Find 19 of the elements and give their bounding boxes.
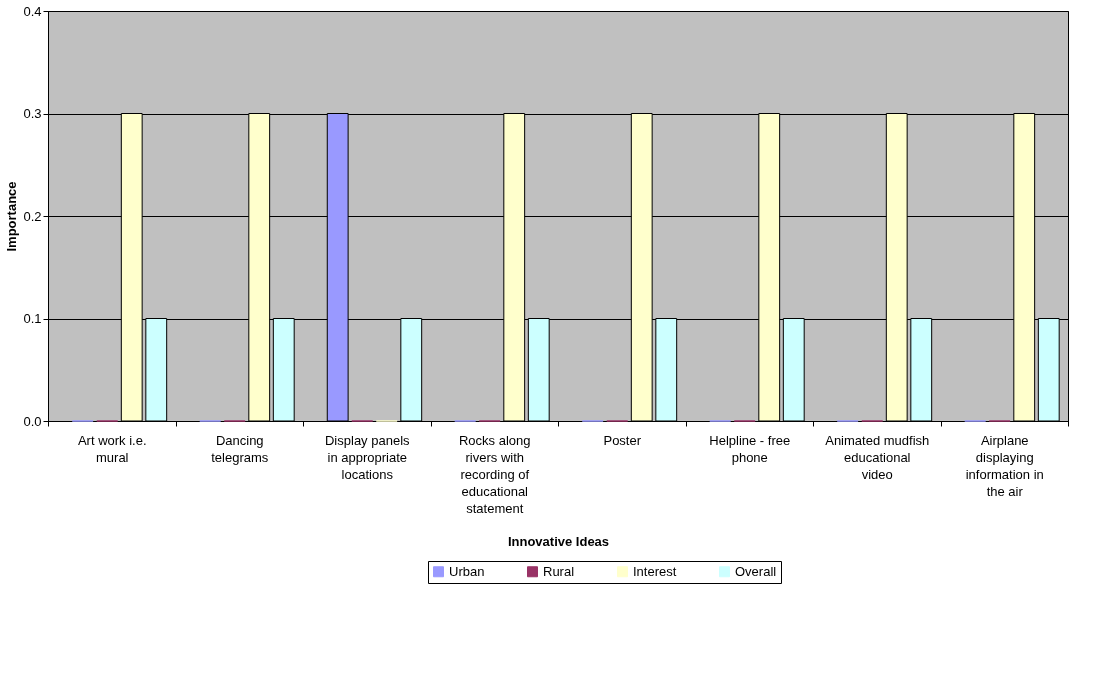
y-tick-label: 0.2 bbox=[23, 208, 42, 224]
legend-label: Overall bbox=[735, 563, 777, 579]
y-tick-label: 0.3 bbox=[23, 106, 42, 121]
x-tick-label: Art work i.e. mural bbox=[77, 432, 147, 465]
y-axis-title: Importance bbox=[4, 181, 20, 252]
y-tick-label: 0.4 bbox=[23, 3, 42, 19]
x-tick-label: Poster bbox=[603, 432, 642, 448]
y-tick-label: 0.0 bbox=[23, 413, 42, 429]
legend-label: Urban bbox=[449, 563, 485, 579]
x-tick-label: Animated mudfish educational video bbox=[825, 432, 930, 482]
x-tick-label: Helpline - free phone bbox=[709, 432, 791, 465]
x-tick-label: Rocks along rivers with recording of educational statement bbox=[458, 432, 531, 516]
y-tick-label: 0.1 bbox=[23, 311, 42, 326]
x-axis-title: Innovative Ideas bbox=[507, 533, 610, 549]
legend-label: Interest bbox=[633, 563, 677, 579]
legend-label: Rural bbox=[543, 563, 575, 579]
x-tick-label: Display panels in appropriate locations bbox=[324, 432, 411, 482]
x-tick-label: Airplane displaying information in the air bbox=[965, 432, 1044, 499]
x-tick-label: Dancing telegrams bbox=[211, 432, 269, 465]
